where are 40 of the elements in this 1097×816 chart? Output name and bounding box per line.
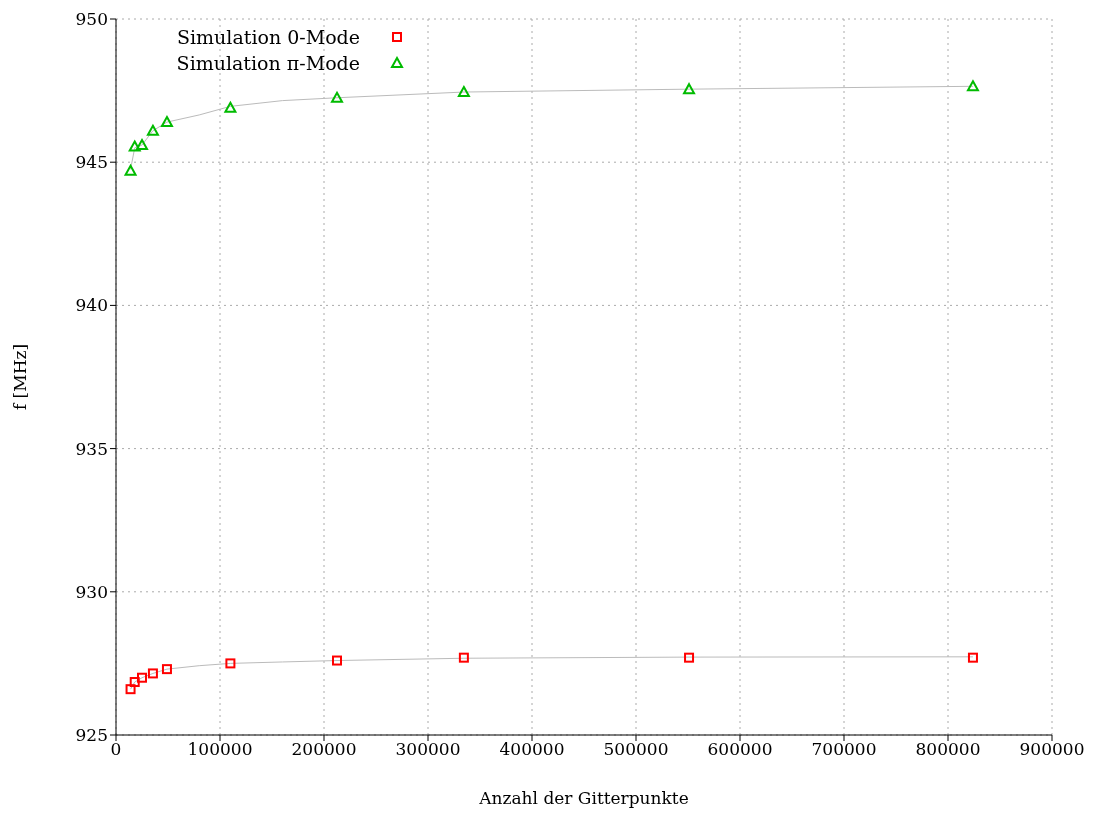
point bbox=[683, 83, 696, 95]
point bbox=[128, 140, 141, 152]
point bbox=[224, 101, 237, 113]
point bbox=[684, 652, 695, 663]
point bbox=[225, 658, 236, 669]
y-tick-label: 930 bbox=[75, 581, 108, 602]
x-tick-label: 700000 bbox=[811, 739, 877, 760]
x-tick-label: 800000 bbox=[915, 739, 981, 760]
point bbox=[137, 672, 147, 683]
legend-label: Simulation π-Mode bbox=[175, 51, 360, 76]
y-axis-title: f [MHz] bbox=[10, 343, 31, 411]
x-tick-label: 200000 bbox=[291, 739, 357, 760]
point bbox=[331, 91, 343, 103]
point bbox=[161, 664, 172, 675]
x-tick-label: 300000 bbox=[395, 739, 461, 760]
y-tick-label: 945 bbox=[75, 152, 108, 173]
x-tick-label: 400000 bbox=[499, 739, 565, 760]
point bbox=[966, 80, 979, 92]
y-tick-label: 935 bbox=[75, 438, 108, 459]
point bbox=[147, 668, 158, 679]
y-tick-label: 940 bbox=[75, 295, 108, 316]
point bbox=[136, 139, 148, 151]
point bbox=[129, 677, 140, 688]
legend-label: Simulation 0-Mode bbox=[176, 25, 360, 50]
point bbox=[125, 684, 136, 695]
y-tick-label: 950 bbox=[75, 9, 108, 30]
x-tick-label: 0 bbox=[110, 739, 122, 760]
point bbox=[124, 164, 137, 176]
x-axis-title: Anzahl der Gitterpunkte bbox=[478, 788, 689, 808]
point bbox=[457, 86, 470, 98]
x-tick-label: 500000 bbox=[603, 739, 669, 760]
y-tick-label: 925 bbox=[75, 725, 108, 746]
point bbox=[332, 655, 342, 666]
point bbox=[458, 652, 469, 663]
point bbox=[146, 124, 159, 136]
x-tick-label: 900000 bbox=[1019, 739, 1085, 760]
x-tick-label: 100000 bbox=[187, 739, 253, 760]
point bbox=[160, 116, 173, 128]
point bbox=[967, 652, 978, 663]
x-tick-label: 600000 bbox=[707, 739, 773, 760]
